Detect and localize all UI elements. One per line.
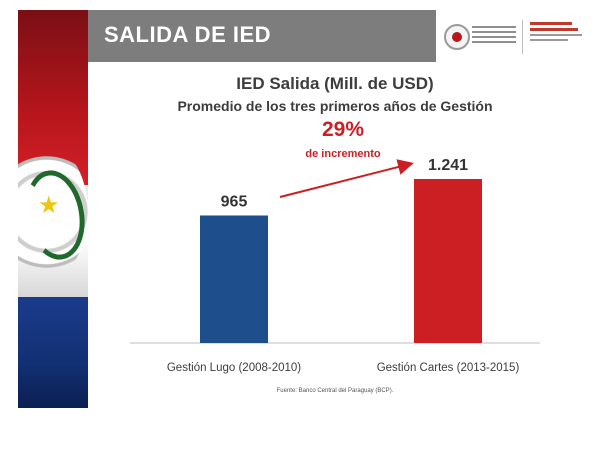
bar-1 [200, 215, 268, 343]
bars-layer: 965 Gestión Lugo (2008-2010) 1.241 Gestión … [167, 157, 520, 374]
chart-subtitle: Promedio de los tres primeros años de Ge… [177, 98, 493, 114]
bar-value-label-2: 1.241 [428, 157, 468, 174]
flag-blue-stripe [18, 296, 88, 408]
gobierno-nacional-logo [530, 22, 582, 41]
bar-chart: 965 Gestión Lugo (2008-2010) 1.241 Gestión … [130, 157, 540, 374]
bar-value-label-1: 965 [221, 193, 248, 210]
category-label-1: Gestión Lugo (2008-2010) [167, 362, 301, 374]
ministry-logo-text-lines [472, 26, 516, 46]
increase-percentage: 29% [321, 118, 365, 141]
government-logos [444, 16, 582, 58]
page-title: SALIDA DE IED [104, 22, 272, 47]
chart-title: IED Salida (Mill. de USD) [236, 74, 434, 93]
ministry-logo-icon [444, 24, 470, 50]
header-bar: SALIDA DE IED [88, 10, 436, 62]
slide: ★ SALIDA DE IED IED Salida (Mill. de USD… [18, 10, 582, 408]
star-icon: ★ [38, 192, 60, 219]
logo-divider [522, 20, 523, 54]
increase-arrow [279, 159, 414, 198]
source-note: Fuente: Banco Central del Paraguay (BCP)… [276, 388, 394, 394]
increase-label: de incremento [305, 148, 381, 160]
category-label-2: Gestión Cartes (2013-2015) [377, 362, 520, 374]
paraguay-flag-image: ★ [18, 10, 88, 408]
bar-2 [414, 179, 482, 343]
